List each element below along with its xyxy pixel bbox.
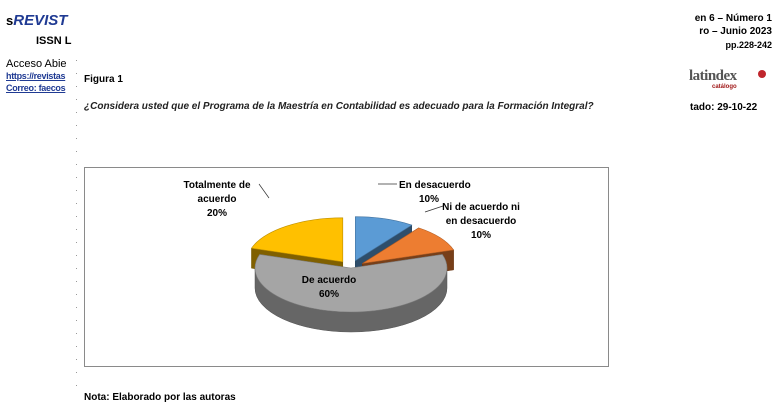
slice-label-1: en desacuerdo [446, 216, 517, 227]
pie-slice-2 [254, 254, 448, 313]
figure-note: Nota: Elaborado por las autoras [84, 392, 236, 403]
issue-date: ro – Junio 2023 [699, 26, 772, 37]
email-link[interactable]: Correo: faecos [6, 83, 66, 93]
leader-line-3 [258, 183, 270, 199]
date-info: tado: 29-10-22 [690, 102, 758, 113]
open-access-label: Acceso Abie [6, 58, 67, 70]
slice-label-0: En desacuerdo [399, 180, 471, 191]
figure-question: ¿Considera usted que el Programa de la M… [84, 101, 594, 112]
latindex-logo: latindex catálogo [686, 66, 770, 92]
slice-percent-3: 20% [207, 208, 227, 219]
logo-word: latindex [689, 68, 737, 84]
slice-percent-2: 60% [319, 289, 339, 300]
slice-percent-0: 10% [419, 194, 439, 205]
slice-label-3: acuerdo [198, 194, 237, 205]
pie-slice-0 [355, 216, 413, 262]
figure-label: Figura 1 [84, 74, 123, 85]
issn-label: ISSN L [36, 35, 72, 47]
journal-title: REVIST [13, 12, 68, 29]
pie-slice-3 [250, 217, 344, 263]
logo-star-icon [758, 70, 766, 78]
journal-name: sREVIST [6, 12, 67, 29]
pie-slice-1 [362, 227, 455, 264]
journal-link[interactable]: https://revistas [6, 71, 66, 81]
slice-label-3: Totalmente de [183, 180, 250, 191]
journal-prefix: s [6, 13, 14, 28]
logo-sub: catálogo [712, 84, 737, 90]
issue-info: en 6 – Número 1 ro – Junio 2023 [695, 12, 772, 38]
margin-dots [76, 60, 77, 400]
slice-label-1: Ni de acuerdo ni [442, 202, 520, 213]
slice-label-2: De acuerdo [302, 275, 356, 286]
slice-percent-1: 10% [471, 230, 491, 241]
pie-chart-frame: En desacuerdo 10% Ni de acuerdo ni en desac… [84, 167, 609, 367]
page-range: pp.228-242 [725, 40, 772, 50]
leader-line-1 [424, 205, 444, 213]
issue-volume: en 6 – Número 1 [694, 13, 772, 24]
